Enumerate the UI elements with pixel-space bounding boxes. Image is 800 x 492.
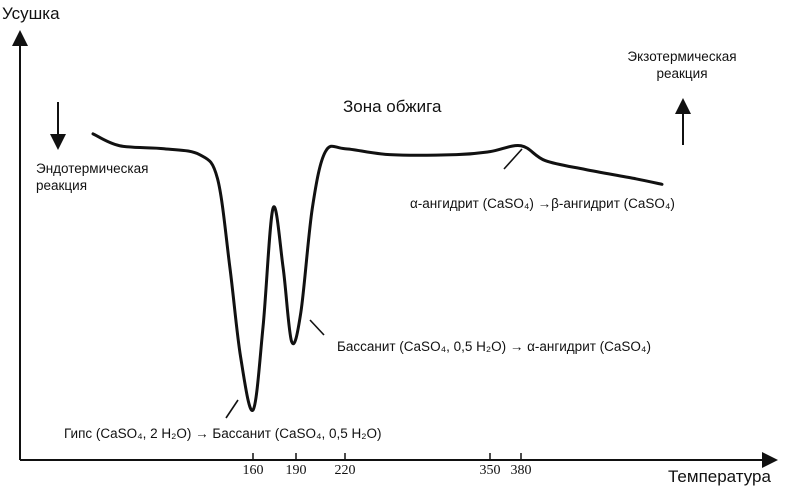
annotation-gypsum-to-bassanite: Гипс (CaSO₄, 2 H₂O) → Бассанит (CaSO₄, 0…: [64, 425, 382, 442]
x-tick-label: 190: [286, 463, 307, 479]
leader-line-2: [310, 320, 324, 335]
annotation-bassanite-to-alpha-anhydrite: Бассанит (CaSO₄, 0,5 H₂O) → α-ангидрит (…: [337, 338, 651, 355]
exothermic-label: Экзотермическая реакция: [609, 48, 755, 82]
y-axis-label: Усушка: [2, 4, 60, 24]
leader-line-3: [504, 149, 522, 169]
x-tick-label: 160: [243, 463, 264, 479]
annotation-alpha-to-beta-anhydrite: α-ангидрит (CaSO₄) →β-ангидрит (CaSO₄): [410, 195, 675, 212]
endothermic-label: Эндотермическая реакция: [36, 160, 186, 194]
x-tick-label: 350: [480, 463, 501, 479]
x-tick-label: 220: [335, 463, 356, 479]
x-axis-label: Температура: [668, 467, 771, 487]
chart-title: Зона обжига: [343, 97, 441, 117]
leader-line-1: [226, 400, 238, 418]
x-tick-label: 380: [511, 463, 532, 479]
x-ticks: [253, 453, 521, 460]
